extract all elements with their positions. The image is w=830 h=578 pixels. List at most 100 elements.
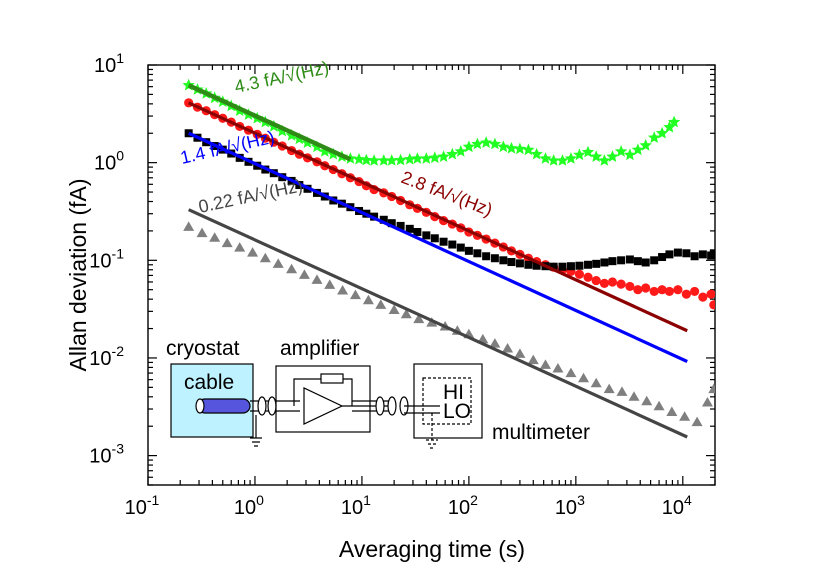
data-point bbox=[422, 231, 431, 240]
data-point bbox=[603, 383, 615, 394]
ground-icon bbox=[250, 415, 262, 447]
cryostat-label: cryostat bbox=[166, 337, 240, 360]
circuit-inset: cryostat cable amplifier HI LO multimete… bbox=[166, 337, 590, 449]
data-point bbox=[668, 115, 681, 128]
fit-lines bbox=[187, 83, 688, 439]
data-point bbox=[411, 152, 424, 164]
data-point bbox=[196, 227, 208, 238]
data-point bbox=[349, 289, 361, 300]
data-point bbox=[428, 151, 441, 164]
data-point bbox=[473, 249, 482, 258]
data-point bbox=[581, 145, 595, 158]
data-point bbox=[574, 269, 585, 279]
x-tick-label: 101 bbox=[341, 492, 371, 519]
data-point bbox=[377, 154, 390, 166]
data-point bbox=[539, 152, 552, 164]
data-point bbox=[318, 145, 331, 157]
data-point bbox=[403, 152, 416, 165]
data-point bbox=[549, 262, 558, 271]
data-point bbox=[701, 396, 713, 407]
data-point bbox=[286, 263, 298, 274]
connector-icon bbox=[267, 396, 277, 416]
amplifier-triangle-icon bbox=[303, 387, 344, 425]
data-point bbox=[437, 150, 450, 162]
data-point bbox=[690, 286, 700, 297]
green-fit bbox=[187, 83, 352, 162]
data-point bbox=[413, 227, 422, 236]
data-point bbox=[657, 285, 667, 295]
data-point bbox=[480, 136, 493, 148]
data-point bbox=[352, 152, 366, 165]
darkred-fit bbox=[188, 101, 688, 333]
connector-icon bbox=[387, 396, 397, 416]
ground-icon bbox=[426, 413, 438, 449]
data-point bbox=[673, 285, 683, 295]
data-point bbox=[592, 259, 601, 268]
y-tick-labels: 10-3 10-2 10-1 100 101 bbox=[89, 50, 124, 468]
data-point bbox=[482, 252, 491, 261]
data-point bbox=[456, 243, 465, 252]
data-point bbox=[539, 359, 551, 369]
data-point bbox=[633, 257, 642, 266]
data-point bbox=[608, 257, 617, 266]
data-point bbox=[633, 285, 643, 295]
data-point bbox=[650, 256, 659, 265]
data-point bbox=[583, 272, 593, 282]
data-point bbox=[564, 152, 578, 164]
data-point bbox=[396, 221, 405, 230]
data-point bbox=[547, 154, 560, 166]
data-point bbox=[379, 215, 388, 224]
data-point bbox=[566, 262, 575, 271]
amplifier-box bbox=[275, 365, 371, 433]
data-point bbox=[530, 147, 543, 160]
data-point bbox=[616, 279, 626, 289]
data-point bbox=[464, 246, 473, 255]
data-point bbox=[649, 286, 659, 297]
data-point bbox=[471, 137, 484, 150]
x-tick-labels: 10-1 100 101 102 103 104 bbox=[125, 492, 692, 519]
connector-icon bbox=[375, 396, 385, 416]
data-point bbox=[439, 237, 448, 246]
data-point bbox=[552, 362, 564, 373]
data-point bbox=[664, 286, 675, 297]
x-tick-label: 100 bbox=[234, 492, 264, 519]
multimeter-terminals bbox=[422, 377, 472, 425]
y-tick-label: 101 bbox=[94, 50, 124, 77]
connector-icon bbox=[257, 396, 267, 416]
multimeter-box bbox=[413, 363, 483, 439]
data-point bbox=[446, 147, 459, 160]
cable-label: cable bbox=[184, 371, 234, 394]
fit-label-darkred: 2.8 fA/√(Hz) bbox=[399, 167, 496, 220]
axis-ticks bbox=[147, 64, 716, 486]
data-point bbox=[625, 255, 634, 264]
data-point bbox=[607, 277, 618, 287]
data-point bbox=[628, 391, 640, 401]
data-point bbox=[183, 221, 195, 231]
data-point bbox=[234, 242, 246, 252]
data-point bbox=[575, 261, 584, 270]
data-point bbox=[673, 248, 682, 257]
data-point bbox=[527, 354, 539, 365]
data-point bbox=[665, 250, 674, 259]
data-point bbox=[698, 292, 708, 302]
data-point bbox=[488, 137, 502, 150]
data-point bbox=[625, 281, 635, 292]
data-point bbox=[658, 253, 667, 262]
x-axis-label: Averaging time (s) bbox=[339, 536, 525, 562]
data-point bbox=[648, 131, 661, 143]
x-tick-label: 10-1 bbox=[125, 492, 160, 519]
data-point bbox=[578, 372, 590, 383]
data-point bbox=[679, 411, 691, 421]
x-tick-label: 103 bbox=[555, 492, 585, 519]
data-point bbox=[709, 249, 715, 258]
gray-fit bbox=[188, 208, 688, 439]
data-point bbox=[708, 383, 715, 394]
data-point bbox=[590, 377, 602, 388]
data-point bbox=[691, 416, 703, 427]
data-point bbox=[298, 269, 310, 279]
data-point bbox=[653, 400, 665, 411]
data-point bbox=[666, 406, 678, 416]
data-point bbox=[337, 285, 349, 295]
data-point bbox=[209, 232, 221, 242]
data-point bbox=[375, 299, 387, 309]
